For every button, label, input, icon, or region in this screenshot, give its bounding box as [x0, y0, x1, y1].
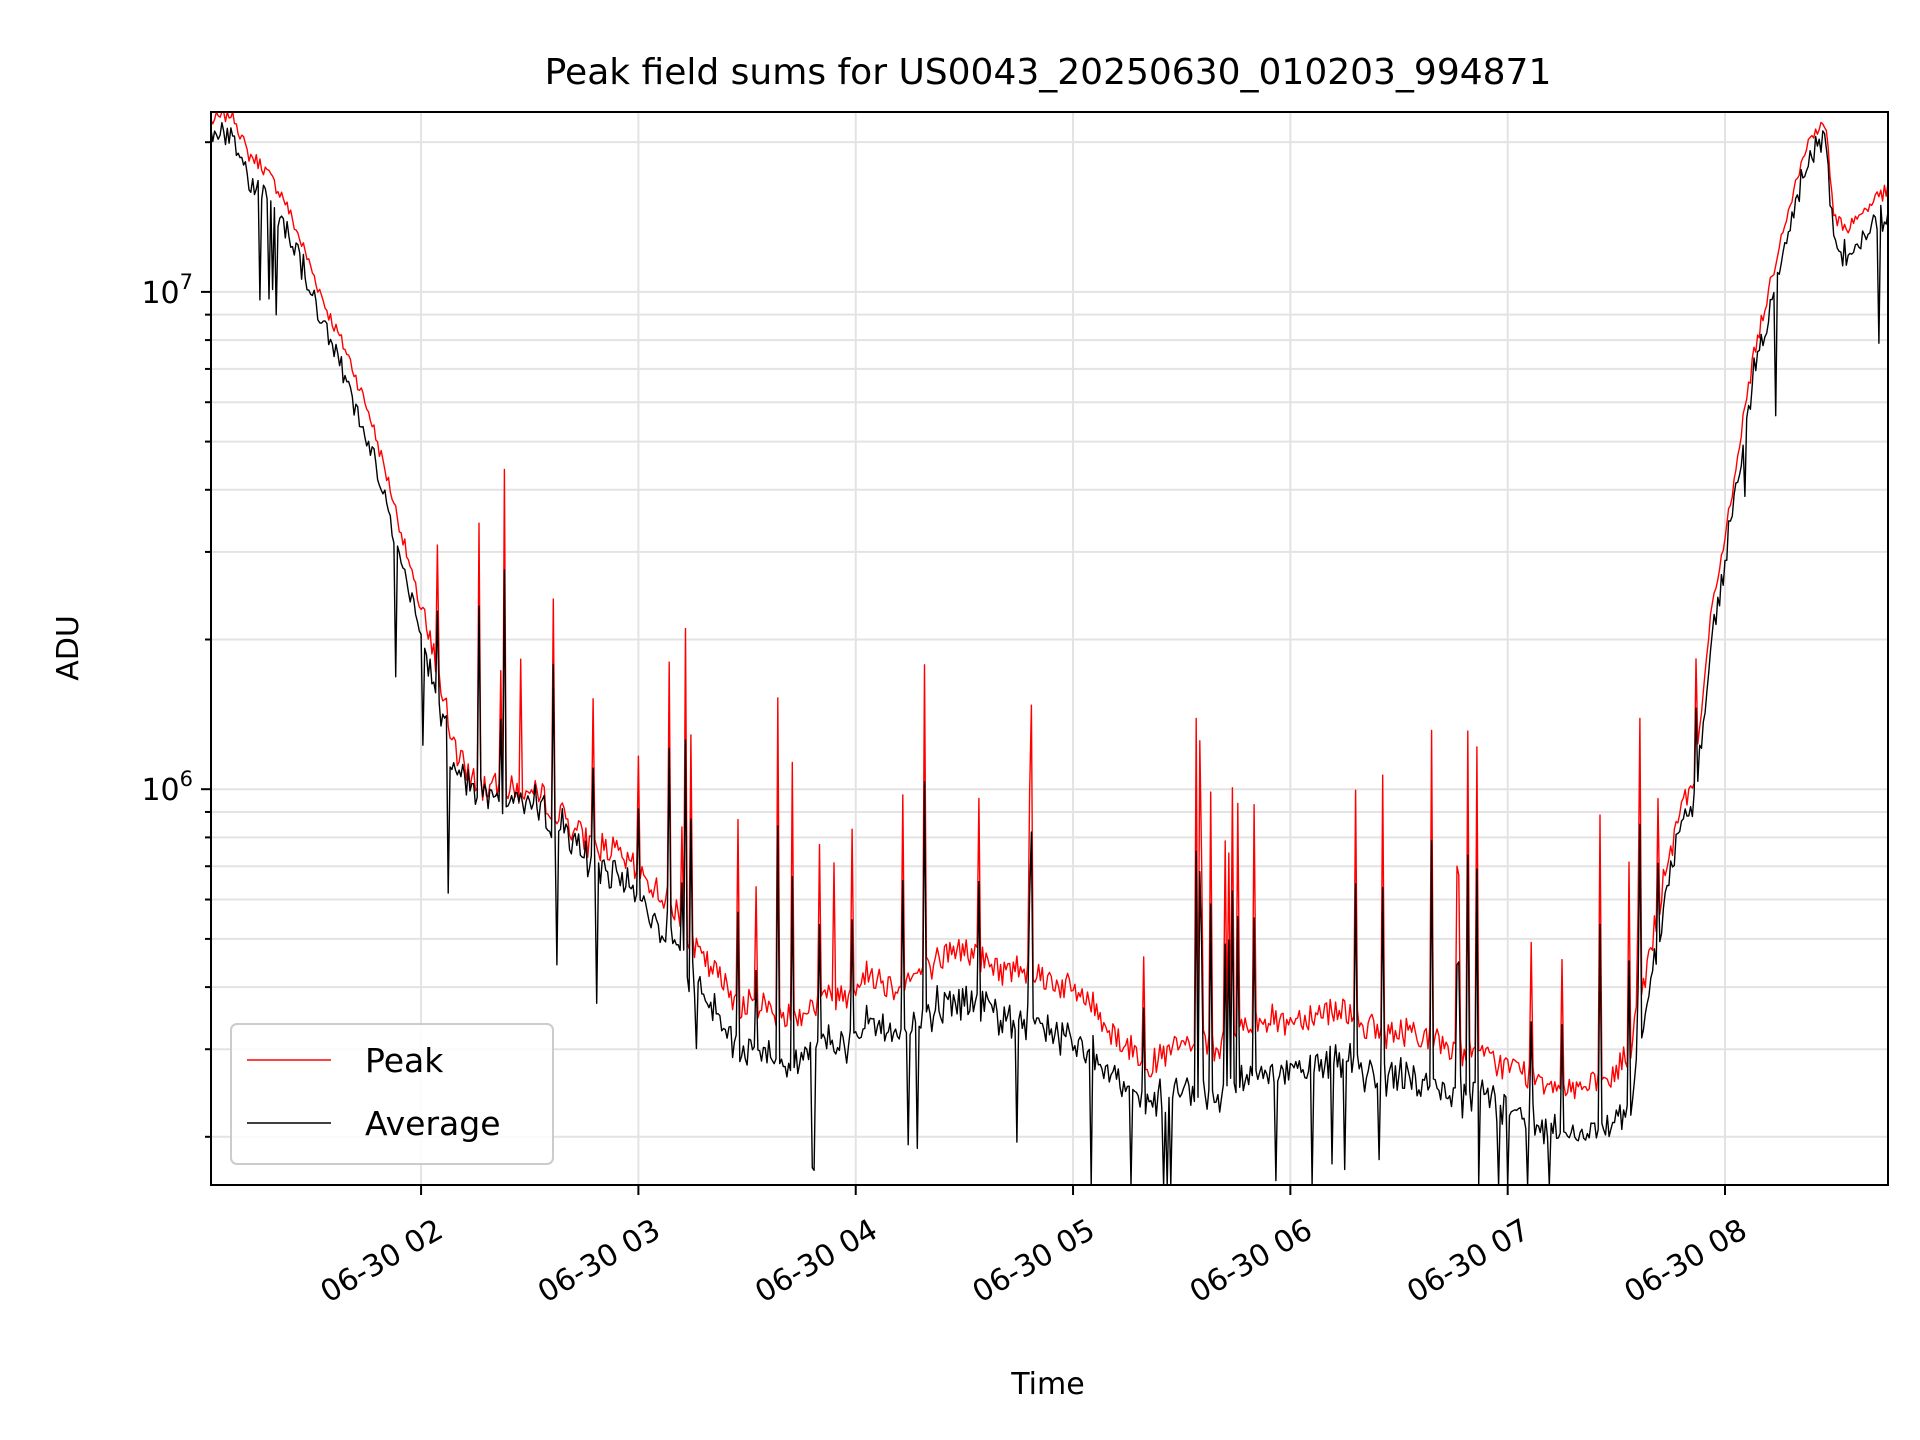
- legend: Peak Average: [230, 1023, 554, 1165]
- legend-label-average: Average: [365, 1104, 501, 1143]
- y-tick-label: 107: [141, 270, 193, 311]
- grid: [211, 112, 1888, 1185]
- y-axis-ticks: 106 107: [141, 141, 211, 1138]
- series-line-average: [210, 121, 1889, 1186]
- series-layer: [210, 111, 1889, 1186]
- y-axis-title: ADU: [51, 615, 86, 681]
- series-line-peak: [210, 111, 1889, 1100]
- chart-title: Peak field sums for US0043_20250630_0102…: [545, 52, 1552, 93]
- legend-box: [230, 1023, 554, 1165]
- plot-frame: [210, 111, 1889, 1186]
- legend-label-peak: Peak: [365, 1041, 444, 1080]
- x-axis-title: Time: [1010, 1367, 1084, 1402]
- y-tick-label: 106: [141, 767, 193, 808]
